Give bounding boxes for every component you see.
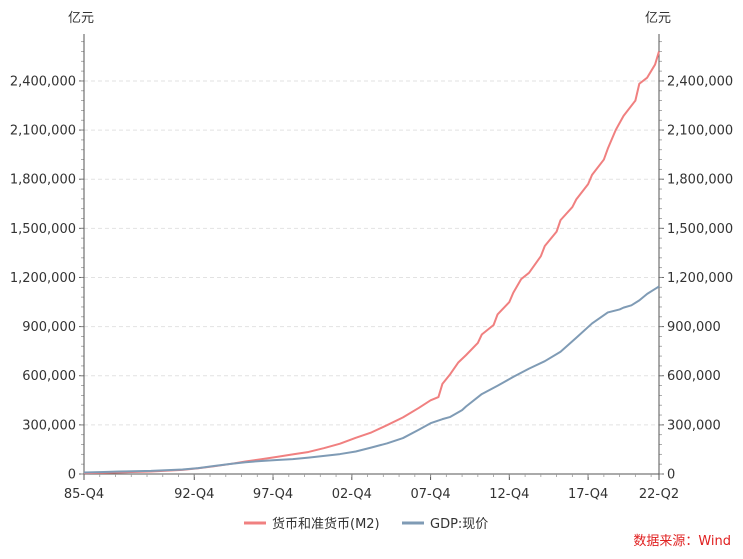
x-tick-label: 97-Q4 (253, 487, 293, 502)
y-tick-label-right: 300,000 (667, 418, 721, 433)
x-tick-label: 07-Q4 (410, 487, 450, 502)
y-tick-label-right: 2,100,000 (667, 124, 733, 139)
x-tick-label: 92-Q4 (174, 487, 214, 502)
y-tick-label-left: 0 (68, 468, 76, 483)
axis-labels: 0 0 300,000 300,000 600,000 600,000 900,000 900… (10, 11, 733, 502)
legend-label: 货币和准货币(M2) (272, 516, 380, 532)
axes (79, 34, 664, 480)
legend-label: GDP:现价 (430, 517, 488, 532)
y-tick-label-left: 2,100,000 (10, 124, 76, 139)
y-tick-label-right: 1,800,000 (667, 173, 733, 188)
series-line-m2 (83, 51, 660, 475)
y-tick-label-right: 600,000 (667, 369, 721, 384)
y-axis-unit-right: 亿元 (645, 11, 671, 26)
y-tick-label-right: 1,200,000 (667, 271, 733, 286)
y-tick-label-right: 0 (667, 468, 675, 483)
y-tick-label-right: 2,400,000 (667, 74, 733, 89)
y-tick-label-left: 2,400,000 (10, 74, 76, 89)
x-tick-label: 22-Q2 (639, 487, 679, 502)
x-tick-label: 85-Q4 (64, 487, 104, 502)
y-tick-label-right: 900,000 (667, 320, 721, 335)
series-lines (83, 51, 660, 475)
data-source-note: 数据来源：Wind (633, 534, 731, 549)
x-tick-label: 02-Q4 (332, 487, 372, 502)
y-tick-label-left: 1,500,000 (10, 222, 76, 237)
y-tick-label-left: 1,200,000 (10, 271, 76, 286)
x-tick-label: 12-Q4 (489, 487, 529, 502)
y-tick-label-left: 300,000 (22, 418, 76, 433)
grid-lines (84, 80, 659, 426)
y-tick-label-left: 900,000 (22, 320, 76, 335)
y-tick-label-right: 1,500,000 (667, 222, 733, 237)
series-line-gdp (83, 285, 660, 474)
x-tick-label: 17-Q4 (568, 487, 608, 502)
y-tick-label-left: 1,800,000 (10, 173, 76, 188)
y-tick-label-left: 600,000 (22, 369, 76, 384)
y-axis-unit-left: 亿元 (68, 11, 94, 26)
legend: 货币和准货币(M2) GDP:现价 (244, 516, 488, 532)
